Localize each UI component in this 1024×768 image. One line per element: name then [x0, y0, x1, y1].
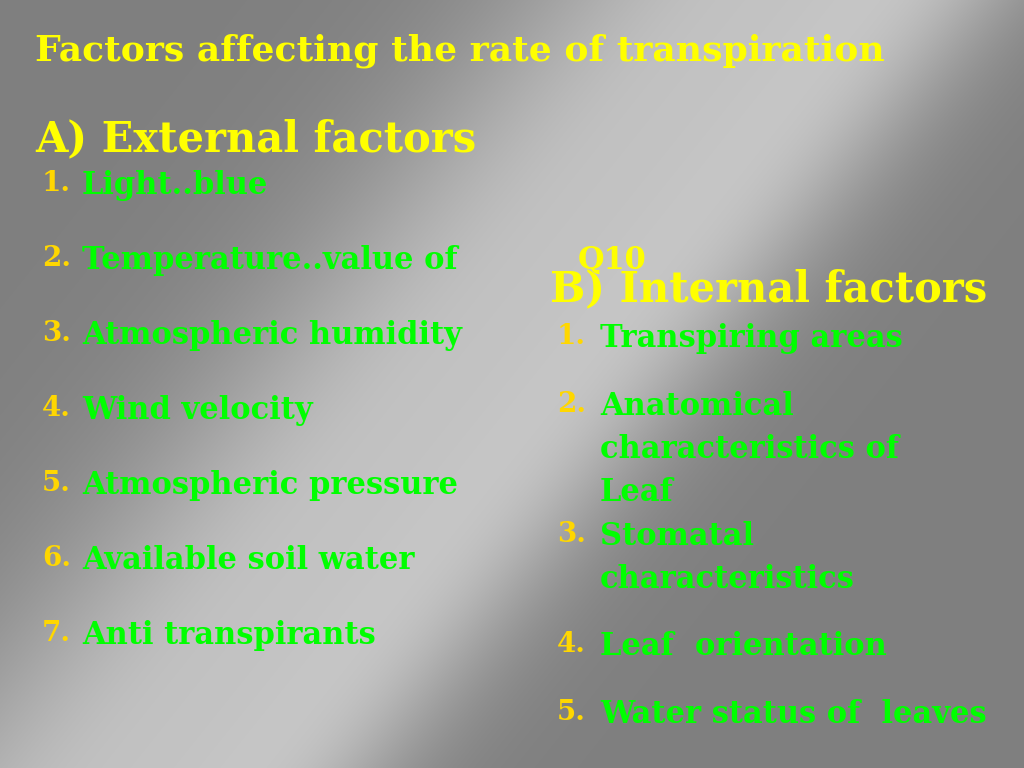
- Text: 4.: 4.: [42, 395, 71, 422]
- Text: 7.: 7.: [42, 620, 71, 647]
- Text: A) External factors: A) External factors: [35, 118, 476, 160]
- Text: Stomatal
characteristics: Stomatal characteristics: [600, 521, 855, 595]
- Text: Factors affecting the rate of transpiration: Factors affecting the rate of transpirat…: [35, 33, 885, 68]
- Text: 5.: 5.: [557, 699, 586, 726]
- Text: Q10: Q10: [578, 245, 646, 276]
- Text: Temperature..value of: Temperature..value of: [82, 245, 468, 276]
- Text: 5.: 5.: [42, 470, 71, 497]
- Text: 6.: 6.: [42, 545, 71, 572]
- Text: Leaf  orientation: Leaf orientation: [600, 631, 887, 662]
- Text: Water status of  leaves: Water status of leaves: [600, 699, 987, 730]
- Text: 2.: 2.: [557, 391, 586, 418]
- Text: Light..blue: Light..blue: [82, 170, 268, 201]
- Text: 2.: 2.: [42, 245, 71, 272]
- Text: Atmospheric humidity: Atmospheric humidity: [82, 320, 462, 351]
- Text: Anti transpirants: Anti transpirants: [82, 620, 376, 651]
- Text: 4.: 4.: [557, 631, 586, 658]
- Text: 3.: 3.: [42, 320, 71, 347]
- Text: 3.: 3.: [557, 521, 586, 548]
- Text: Atmospheric pressure: Atmospheric pressure: [82, 470, 458, 501]
- Text: Transpiring areas: Transpiring areas: [600, 323, 903, 354]
- Text: 1.: 1.: [557, 323, 586, 350]
- Text: 1.: 1.: [42, 170, 71, 197]
- Text: Anatomical
characteristics of
Leaf: Anatomical characteristics of Leaf: [600, 391, 899, 508]
- Text: B) Internal factors: B) Internal factors: [550, 268, 987, 310]
- Text: Available soil water: Available soil water: [82, 545, 415, 576]
- Text: Wind velocity: Wind velocity: [82, 395, 312, 426]
